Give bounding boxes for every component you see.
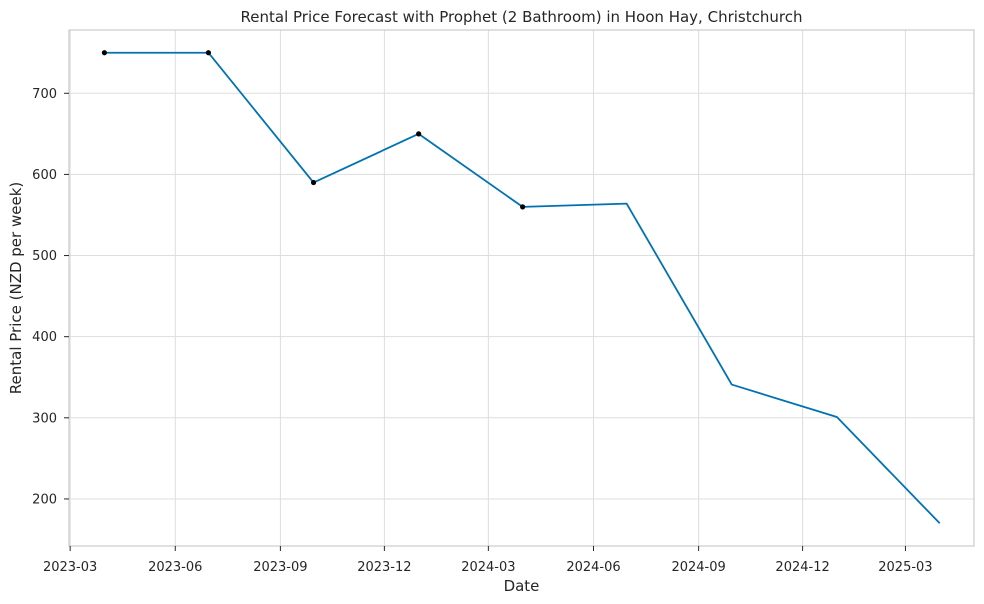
observed-point: [520, 204, 526, 210]
y-tick-label: 400: [32, 330, 57, 345]
y-tick-label: 200: [32, 492, 57, 507]
x-axis-title: Date: [504, 577, 540, 595]
observed-point: [101, 50, 108, 56]
y-tick-label: 500: [32, 249, 57, 264]
x-tick-label: 2023-09: [253, 560, 307, 575]
chart-title: Rental Price Forecast with Prophet (2 Ba…: [241, 8, 803, 26]
y-tick-label: 300: [32, 411, 57, 426]
x-tick-label: 2025-03: [878, 560, 932, 575]
y-tick-label: 700: [32, 87, 57, 102]
y-axis-title: Rental Price (NZD per week): [7, 182, 25, 394]
y-tick-label: 600: [32, 168, 57, 183]
observed-point: [310, 179, 317, 186]
x-tick-label: 2023-06: [148, 560, 202, 575]
axis-ticks: 2023-03 2023-06 2023-09 2023-12 2024-03 2024-…: [32, 87, 932, 575]
grid-lines: [69, 30, 974, 546]
x-tick-label: 2023-03: [43, 560, 97, 575]
x-tick-label: 2024-12: [775, 560, 829, 575]
x-tick-label: 2023-12: [357, 560, 411, 575]
x-tick-label: 2024-06: [566, 560, 620, 575]
forecast-line: [104, 51, 941, 524]
x-tick-label: 2024-03: [461, 560, 515, 575]
x-tick-label: 2024-09: [671, 560, 725, 575]
series-layer: [101, 50, 941, 524]
plot-frame: [68, 29, 975, 547]
observed-point: [416, 131, 422, 137]
observed-point: [205, 50, 212, 56]
